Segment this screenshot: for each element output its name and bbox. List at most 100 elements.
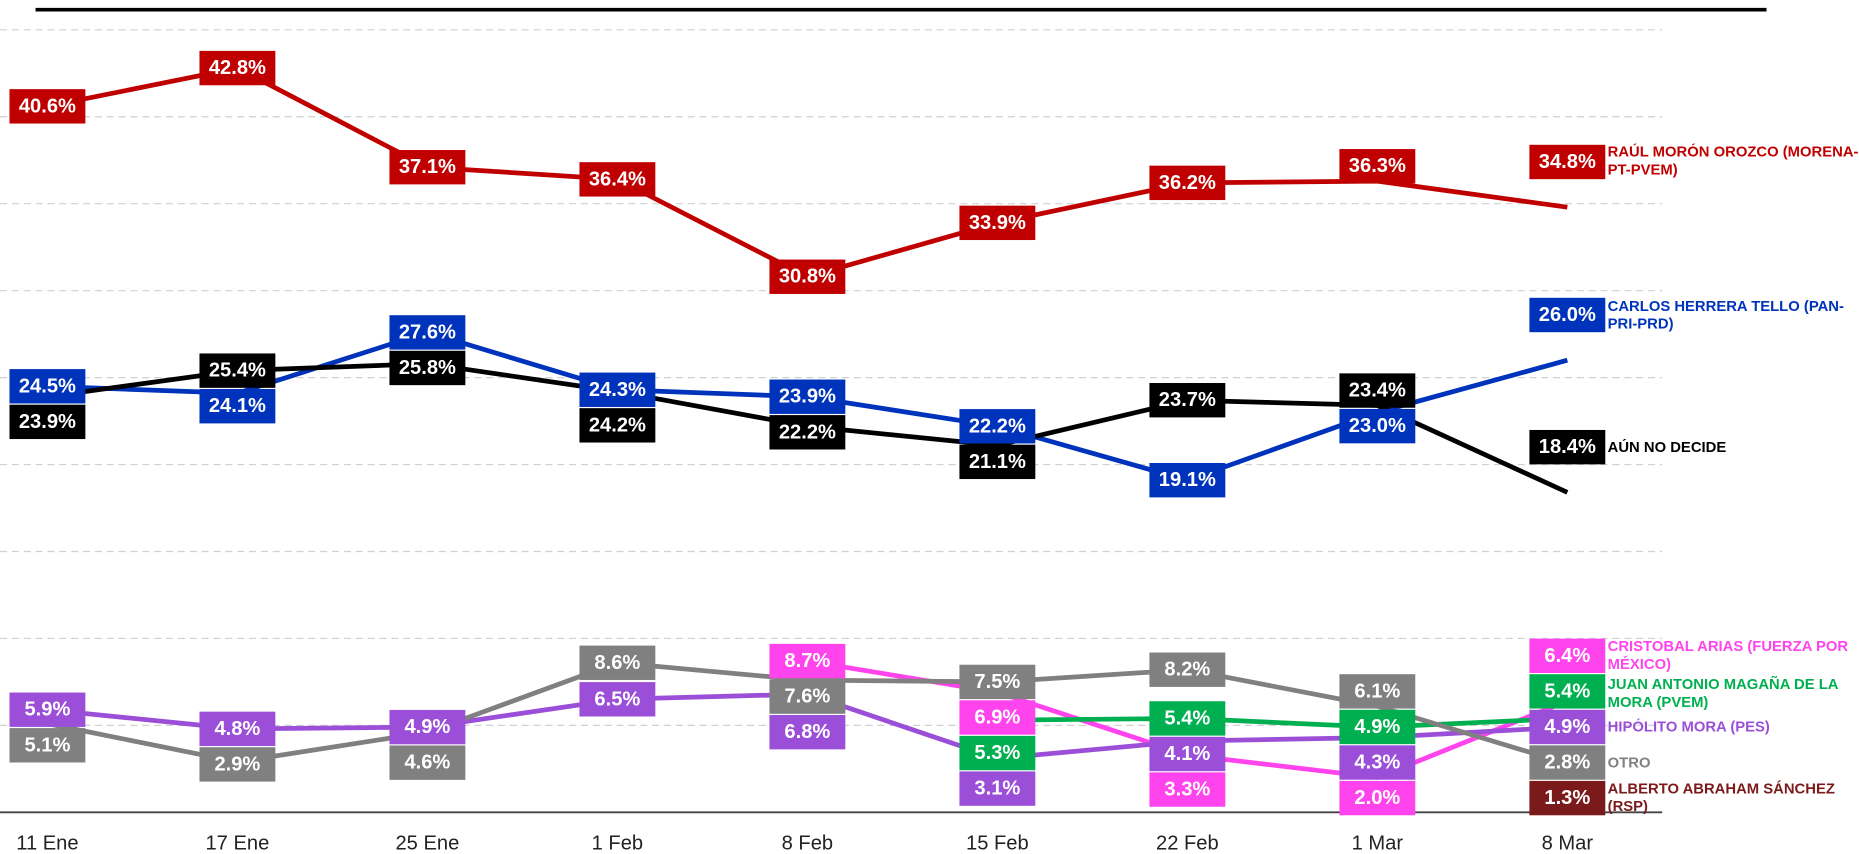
legend-entry: ALBERTO ABRAHAM SÁNCHEZ (RSP)	[1607, 780, 1835, 815]
value-label: 36.3%	[1349, 155, 1406, 177]
legend-label: RAÚL MORÓN OROZCO (MORENA-PT-PVEM)	[1607, 144, 1859, 179]
label-box	[959, 771, 1036, 806]
label-box	[1529, 144, 1606, 180]
x-tick-label: 8 Mar	[1542, 833, 1594, 854]
value-label: 24.3%	[589, 379, 646, 401]
legend-entry: HIPÓLITO MORA (PES)	[1608, 718, 1770, 735]
value-label: 36.2%	[1159, 172, 1216, 194]
value-label: 21.1%	[969, 451, 1026, 473]
value-label: 8.2%	[1164, 659, 1210, 681]
label-box	[579, 162, 656, 197]
label-box	[1529, 638, 1606, 674]
value-label: 1.3%	[1544, 787, 1590, 809]
legend-label: CRISTOBAL ARIAS (FUERZA POR MÉXICO)	[1607, 638, 1849, 673]
value-label: 5.3%	[974, 742, 1020, 764]
legend-label: AÚN NO DECIDE	[1607, 438, 1727, 455]
label-box	[9, 692, 86, 727]
label-box	[579, 645, 656, 680]
label-box	[1339, 709, 1416, 745]
legend: RAÚL MORÓN OROZCO (MORENA-PT-PVEM) CARLOS…	[1607, 144, 1859, 815]
label-box	[579, 372, 656, 407]
label-box	[769, 379, 846, 414]
label-box	[1339, 373, 1416, 408]
value-label: 8.7%	[784, 650, 830, 672]
label-box	[1529, 780, 1606, 816]
value-label: 6.1%	[1354, 680, 1400, 702]
label-box	[389, 150, 466, 185]
label-box	[579, 682, 656, 717]
value-label: 26.0%	[1539, 304, 1596, 326]
value-label: 19.1%	[1159, 469, 1216, 491]
label-box	[1529, 745, 1606, 780]
label-box	[1149, 772, 1226, 807]
label-box	[579, 408, 656, 443]
label-box	[769, 643, 846, 679]
value-label: 34.8%	[1539, 151, 1596, 173]
legend-label: CARLOS HERRERA TELLO (PAN-PRI-PRD)	[1607, 297, 1844, 332]
value-label: 33.9%	[969, 212, 1026, 234]
value-label: 5.4%	[1164, 707, 1210, 729]
label-box	[1149, 165, 1226, 201]
value-label: 4.9%	[1544, 716, 1590, 738]
value-label: 5.1%	[24, 734, 70, 756]
value-label: 30.8%	[779, 266, 836, 288]
label-box	[1339, 780, 1416, 816]
value-label: 3.1%	[974, 778, 1020, 800]
value-label: 4.9%	[1354, 716, 1400, 738]
label-box	[199, 389, 276, 424]
label-box	[389, 709, 466, 745]
x-tick-label: 8 Feb	[782, 833, 834, 854]
label-box	[199, 747, 276, 782]
value-label: 25.4%	[209, 360, 266, 382]
label-box	[9, 728, 86, 763]
value-label: 2.0%	[1354, 787, 1400, 809]
value-label: 8.6%	[594, 652, 640, 674]
value-label: 22.2%	[779, 421, 836, 443]
legend-label: ALBERTO ABRAHAM SÁNCHEZ (RSP)	[1607, 780, 1835, 815]
value-labels: 40.6% 24.5% 23.9% 5.9% 5.1% 42.8% 25.4% 24.1% 4.…	[9, 50, 1606, 816]
value-label: 36.4%	[589, 168, 646, 190]
label-box	[1529, 297, 1606, 333]
label-box	[959, 735, 1036, 771]
series-line	[46, 65, 1568, 280]
label-box	[1529, 709, 1606, 745]
value-label: 24.2%	[589, 414, 646, 436]
legend-entry: AÚN NO DECIDE	[1607, 438, 1727, 455]
value-label: 23.0%	[1349, 415, 1406, 437]
value-label: 2.8%	[1544, 752, 1590, 774]
x-tick-label: 25 Ene	[395, 833, 459, 854]
value-label: 6.5%	[594, 688, 640, 710]
value-label: 23.7%	[1159, 389, 1216, 411]
label-box	[9, 369, 86, 404]
value-label: 37.1%	[399, 156, 456, 178]
value-label: 25.8%	[399, 357, 456, 379]
label-box	[769, 259, 846, 294]
legend-entry: OTRO	[1607, 753, 1651, 771]
value-label: 6.8%	[784, 721, 830, 743]
label-box	[389, 350, 466, 386]
x-tick-label: 15 Feb	[966, 833, 1029, 854]
x-tick-label: 11 Ene	[16, 833, 78, 854]
label-box	[389, 745, 466, 780]
value-label: 24.5%	[19, 375, 76, 397]
label-box	[199, 711, 276, 747]
legend-entry: RAÚL MORÓN OROZCO (MORENA-PT-PVEM)	[1607, 144, 1859, 179]
label-box	[1529, 429, 1606, 465]
label-box	[1149, 701, 1226, 736]
label-box	[769, 679, 846, 714]
value-label: 27.6%	[399, 321, 456, 343]
value-label: 5.4%	[1544, 680, 1590, 702]
label-box	[1149, 652, 1226, 687]
label-box	[1149, 463, 1226, 498]
value-label: 7.5%	[974, 671, 1020, 693]
value-label: 5.9%	[24, 699, 70, 721]
label-box	[959, 664, 1036, 700]
label-box	[959, 205, 1036, 241]
x-tick-label: 22 Feb	[1156, 833, 1219, 854]
value-label: 23.9%	[779, 386, 836, 408]
legend-label: OTRO	[1607, 753, 1651, 771]
value-label: 18.4%	[1539, 436, 1596, 458]
label-box	[389, 315, 466, 350]
